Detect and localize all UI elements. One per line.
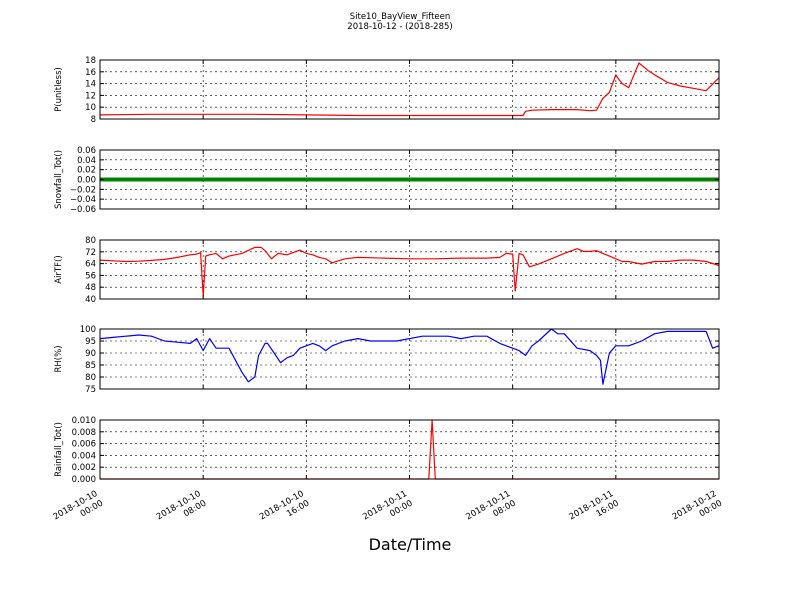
y-tick-label: 0.04 [77, 156, 96, 166]
y-tick-label: 48 [85, 283, 96, 293]
y-tick-label: 72 [85, 248, 96, 258]
y-tick-label: 90 [85, 349, 96, 359]
y-axis-label: AirTF() [54, 255, 64, 283]
y-tick-label: 0.02 [77, 166, 96, 176]
figure-title: Site10_BayView_Fifteen [350, 12, 451, 22]
y-tick-label: 0.010 [72, 416, 96, 426]
y-tick-label: 56 [85, 271, 96, 281]
subplot-2: −0.06−0.04−0.020.000.020.040.06 Snowfall_… [54, 146, 720, 215]
y-tick-label: 0.000 [72, 475, 96, 485]
y-tick-label: 0.008 [72, 428, 96, 438]
y-axis-label: RH(%) [54, 345, 64, 372]
y-tick-label: −0.06 [70, 205, 96, 215]
series-line-1 [99, 62, 720, 117]
y-tick-label: 80 [85, 373, 96, 383]
y-tick-label: 0.004 [72, 451, 96, 461]
y-tick-label: 100 [80, 325, 96, 335]
y-axis-label: P(unitless) [54, 67, 64, 112]
x-axis-label: Date/Time [369, 535, 452, 554]
y-tick-label: 75 [85, 385, 96, 395]
y-tick-label: 0.006 [72, 440, 96, 450]
y-axis-label: Rainfall_Tot() [54, 422, 64, 477]
y-tick-label: 0.002 [72, 463, 96, 473]
y-tick-label: −0.02 [70, 185, 96, 195]
subplots: 81012141618P(unitless)−0.06−0.04−0.020.0… [54, 56, 720, 485]
y-tick-label: 40 [85, 295, 96, 305]
y-tick-label: 10 [85, 103, 96, 113]
figure-subtitle: 2018-10-12 - (2018-285) [347, 22, 452, 32]
y-tick-label: 0.00 [77, 176, 96, 186]
y-tick-label: 16 [85, 68, 96, 78]
y-tick-label: 80 [85, 236, 96, 246]
y-tick-label: 0.06 [77, 146, 96, 156]
y-tick-label: −0.04 [70, 195, 96, 205]
y-tick-label: 18 [85, 56, 96, 66]
y-tick-label: 95 [85, 337, 96, 347]
subplot-4: 75 80 85 90 95 100 RH(%) [54, 325, 720, 395]
y-tick-label: 14 [85, 80, 96, 90]
y-tick-label: 8 [91, 115, 96, 125]
series-line-3 [99, 246, 720, 297]
y-axis-label: Snowfall_Tot() [54, 150, 64, 209]
y-tick-label: 85 [85, 361, 96, 371]
series-line-4 [99, 328, 720, 385]
y-tick-label: 64 [85, 260, 96, 270]
y-tick-label: 12 [85, 91, 96, 101]
